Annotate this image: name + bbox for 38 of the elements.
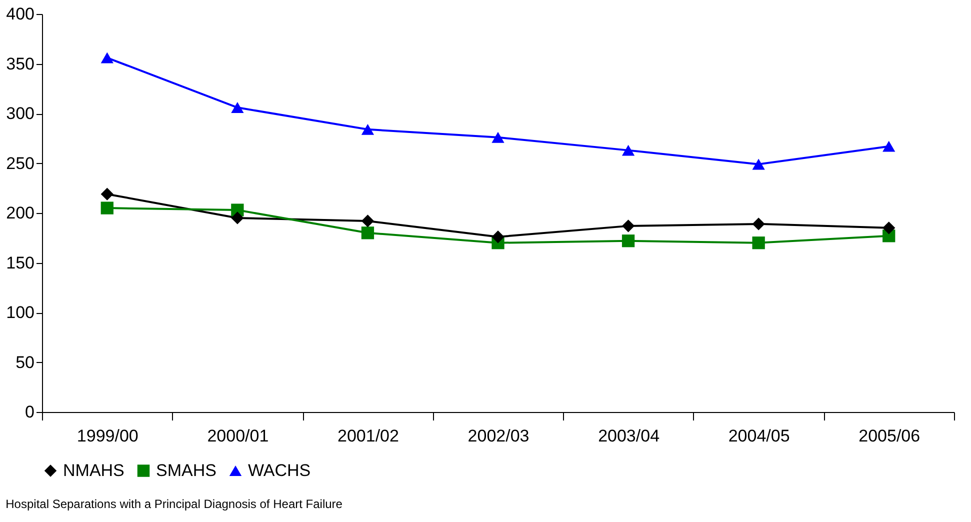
- y-tick-label: 300: [6, 104, 34, 123]
- legend-label: NMAHS: [63, 460, 124, 480]
- point: [100, 188, 114, 200]
- x-tick-label: 2005/06: [858, 426, 920, 446]
- x-tick-label: 2002/03: [468, 426, 530, 446]
- y-tick-label: 250: [6, 154, 34, 173]
- legend-label: WACHS: [248, 460, 311, 480]
- y-tick-label: 0: [25, 402, 34, 422]
- x-tick-label: 2004/05: [728, 426, 790, 446]
- point: [882, 222, 896, 234]
- text: Hospital Separations with a Principal Diagnosis of Heart Failure: [6, 497, 343, 511]
- legend-label: SMAHS: [156, 460, 216, 480]
- point: [752, 218, 765, 230]
- point: [492, 132, 504, 143]
- point: [752, 158, 765, 170]
- point: [492, 230, 504, 244]
- x-tick-label: 2003/04: [598, 426, 660, 446]
- y-tick-label: 100: [6, 303, 34, 322]
- point: [622, 220, 635, 232]
- y-tick-label: 150: [6, 253, 34, 272]
- point: [361, 226, 374, 240]
- point: [622, 234, 635, 248]
- point: [361, 214, 374, 228]
- point: [231, 102, 244, 114]
- point: [882, 140, 896, 152]
- x-tick-label: 2001/02: [337, 426, 399, 446]
- point: [100, 52, 114, 64]
- point: [361, 124, 374, 135]
- point: [622, 144, 635, 156]
- x-tick-label: 2000/01: [207, 426, 269, 446]
- y-tick-label: 400: [6, 4, 34, 24]
- y-tick-label: 50: [16, 352, 34, 372]
- x-tick-label: 1999/00: [76, 426, 138, 446]
- y-tick-label: 200: [6, 204, 34, 222]
- point: [231, 212, 244, 224]
- y-tick-label: 350: [6, 54, 34, 74]
- point: [752, 236, 765, 250]
- point: [100, 202, 114, 214]
